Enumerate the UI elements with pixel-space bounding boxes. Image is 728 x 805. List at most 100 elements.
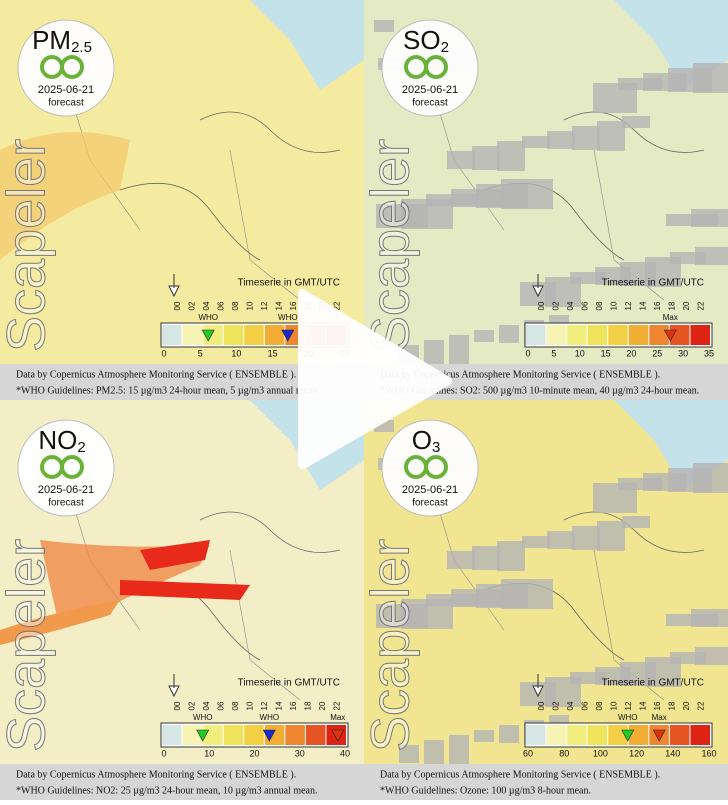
- time-pointer: [168, 274, 180, 298]
- scale-label: 20: [249, 748, 259, 758]
- hour-tick: 10: [610, 701, 619, 710]
- hour-tick: 12: [624, 301, 633, 310]
- scale-label: 15: [268, 348, 278, 358]
- map-panel: NO2 2025-06-21 forecast Scapeler Timeserie i…: [0, 400, 364, 800]
- timeserie-label: Timeserie in GMT/UTC: [238, 278, 340, 289]
- hour-tick: 22: [333, 301, 342, 310]
- hour-tick: 02: [188, 701, 197, 710]
- footer-guidelines: *WHO Guidelines: NO2: 25 µg/m3 24-hour m…: [16, 785, 317, 796]
- play-button[interactable]: [298, 288, 452, 470]
- pollutant-title: PM2.5: [32, 25, 92, 56]
- scale-label: 120: [629, 748, 644, 758]
- plume: [0, 132, 130, 260]
- hour-tick: 12: [260, 301, 269, 310]
- cloud-patch: [572, 126, 600, 150]
- forecast-date: 2025-06-21: [402, 84, 458, 96]
- pollutant-subscript: 2: [77, 439, 85, 456]
- cloud-patch: [499, 325, 519, 343]
- cloud-patch: [597, 121, 625, 151]
- watermark: Scapeler: [360, 539, 420, 752]
- scale-cell: [587, 725, 608, 745]
- scale-cell: [223, 325, 244, 345]
- scale-label: 25: [652, 348, 662, 358]
- forecast-date: 2025-06-21: [402, 484, 458, 496]
- hour-tick: 02: [552, 301, 561, 310]
- scale-label: 30: [678, 348, 688, 358]
- forecast-date: 2025-06-21: [38, 484, 94, 496]
- scale-cell: [244, 725, 264, 745]
- scale-cell: [608, 325, 628, 345]
- hour-tick: 22: [697, 701, 706, 710]
- scale-cell: [305, 725, 326, 745]
- cloud-patch: [497, 541, 525, 571]
- scale-cell: [649, 325, 669, 345]
- cloud-patch: [472, 146, 500, 170]
- hour-tick: 08: [231, 701, 240, 710]
- scale-label: 160: [701, 748, 716, 758]
- scale-label: 30: [295, 748, 305, 758]
- hour-tick: 20: [682, 301, 691, 310]
- cloud-patch: [691, 609, 728, 627]
- sea: [250, 0, 364, 90]
- time-pointer: [168, 674, 180, 698]
- footer-source: Data by Copernicus Atmosphere Monitoring…: [16, 769, 296, 780]
- footer-guidelines: *WHO Guidelines: PM2.5: 15 µg/m3 24-hour…: [16, 385, 320, 396]
- cloud-patch: [522, 136, 550, 148]
- cloud-patch: [522, 536, 550, 548]
- scale-cell: [285, 725, 305, 745]
- hour-tick: 14: [275, 701, 284, 710]
- watermark: Scapeler: [0, 139, 56, 352]
- map-panel: O3 2025-06-21 forecast Scapeler Timeserie in…: [360, 400, 728, 800]
- scale-label: 10: [231, 348, 241, 358]
- logo-mark: [404, 55, 449, 79]
- scale-label: 0: [525, 348, 530, 358]
- cloud-patch: [474, 730, 494, 742]
- pollutant-name: O: [412, 425, 432, 455]
- guideline-marker: [621, 729, 635, 742]
- logo-badge: [381, 419, 479, 517]
- forecast-date: 2025-06-21: [38, 84, 94, 96]
- cloud-patch: [449, 335, 469, 365]
- pollutant-title: SO2: [403, 25, 449, 56]
- scale-cell: [690, 725, 710, 745]
- hour-tick: 12: [260, 701, 269, 710]
- plume: [120, 540, 250, 600]
- guideline-marker: [201, 329, 215, 342]
- hour-tick: 20: [318, 701, 327, 710]
- hour-tick: 20: [682, 701, 691, 710]
- scale-cell: [244, 325, 264, 345]
- scale-cell: [690, 325, 710, 345]
- pollutant-name: NO: [38, 425, 77, 455]
- cloud-patch: [447, 151, 475, 169]
- pollutant-title: NO2: [38, 425, 85, 456]
- hour-tick: 14: [275, 301, 284, 310]
- hour-tick: 04: [202, 701, 211, 710]
- cloud-patch: [399, 745, 419, 763]
- hour-tick: 16: [653, 701, 662, 710]
- footer-source: Data by Copernicus Atmosphere Monitoring…: [16, 369, 296, 380]
- hour-tick: 02: [188, 301, 197, 310]
- hour-tick: 04: [202, 301, 211, 310]
- scale-cell: [669, 725, 690, 745]
- forecast-label: forecast: [412, 498, 448, 509]
- guideline-marker-label: WHO: [193, 713, 213, 722]
- scale-cell: [587, 325, 608, 345]
- hour-tick: 18: [668, 701, 677, 710]
- hour-tick: 22: [697, 301, 706, 310]
- scale-cell: [223, 725, 244, 745]
- cloud-patch: [474, 330, 494, 342]
- guideline-marker-label: Max: [652, 713, 667, 722]
- scale-label: 40: [340, 748, 350, 758]
- timeserie-label: Timeserie in GMT/UTC: [602, 278, 704, 289]
- scale-label: 20: [626, 348, 636, 358]
- scale-cell: [264, 325, 285, 345]
- pollutant-subscript: 2.5: [71, 39, 92, 56]
- cloud-patch: [499, 725, 519, 743]
- hour-tick: 14: [639, 701, 648, 710]
- hour-tick: 06: [217, 301, 226, 310]
- hour-tick: 22: [333, 701, 342, 710]
- scale-cell: [182, 325, 203, 345]
- scale-label: 10: [204, 748, 214, 758]
- watermark: Scapeler: [360, 139, 420, 352]
- cloud-patch: [693, 63, 728, 93]
